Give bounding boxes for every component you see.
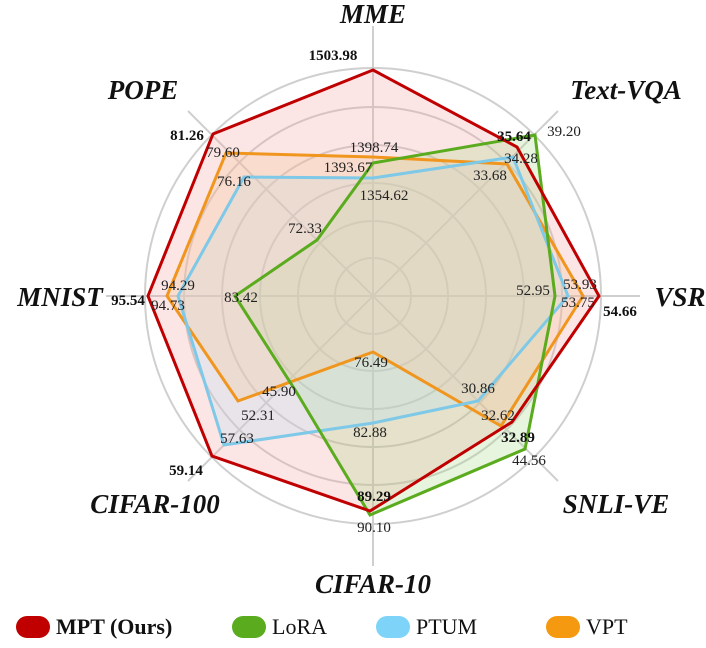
value-label-ptum-pope: 76.16	[217, 174, 251, 190]
legend-swatch-vpt	[546, 616, 580, 638]
legend-item-lora[interactable]: LoRA	[232, 612, 327, 642]
value-label-mpt-mnist: 95.54	[111, 293, 145, 309]
axis-label-cifar10: CIFAR-10	[315, 569, 432, 599]
value-label-lora-cifar10: 90.10	[357, 520, 391, 536]
legend: MPT (Ours) LoRA PTUM VPT	[0, 612, 706, 642]
value-label-lora-mnist: 83.42	[224, 290, 258, 306]
value-label-vpt-vsr: 53.93	[563, 277, 597, 293]
legend-swatch-mpt	[16, 616, 50, 638]
radar-chart: MME Text-VQA VSR SNLI-VE CIFAR-10 CIFAR-…	[16, 0, 705, 599]
series-lora-fill	[235, 135, 555, 515]
spokes	[106, 26, 640, 566]
series-ptum-line	[176, 155, 570, 447]
value-label-mpt-cifar100: 59.14	[169, 463, 203, 479]
value-label-vpt-cifar100: 52.31	[241, 408, 275, 424]
axis-label-mme: MME	[339, 0, 406, 29]
series-vpt-fill	[167, 153, 583, 426]
legend-item-ptum[interactable]: PTUM	[376, 612, 477, 642]
value-label-vpt-mme: 1398.74	[350, 140, 399, 156]
legend-label-vpt: VPT	[586, 614, 628, 639]
value-label-mpt-mme: 1503.98	[309, 48, 358, 64]
legend-swatch-ptum	[376, 616, 410, 638]
legend-label-lora: LoRA	[272, 614, 327, 639]
value-label-lora-mme: 1393.67	[324, 160, 373, 176]
axis-label-vsr: VSR	[654, 282, 705, 312]
series-ptum-fill	[178, 157, 568, 445]
legend-label-mpt: MPT (Ours)	[56, 614, 173, 639]
legend-item-vpt[interactable]: VPT	[546, 612, 628, 642]
value-label-mpt-textvqa: 35.64	[497, 129, 531, 145]
series-lora-line	[232, 133, 557, 517]
value-label-ptum-mnist: 94.29	[161, 278, 195, 294]
value-label-lora-textvqa: 39.20	[547, 124, 581, 140]
value-label-ptum-textvqa: 34.28	[504, 151, 538, 167]
axis-label-cifar100: CIFAR-100	[90, 489, 220, 519]
value-label-ptum-cifar10: 82.88	[353, 425, 387, 441]
value-label-vpt-cifar10: 76.49	[354, 355, 388, 371]
legend-label-ptum: PTUM	[416, 614, 478, 639]
value-label-lora-snlive: 44.56	[512, 453, 546, 469]
series-mpt-fill	[148, 70, 599, 511]
value-label-ptum-mme: 1354.62	[360, 188, 409, 204]
value-label-vpt-snlive: 32.62	[481, 408, 515, 424]
value-label-mpt-snlive: 32.89	[501, 430, 535, 446]
value-label-lora-cifar100: 45.90	[262, 384, 296, 400]
legend-swatch-lora	[232, 616, 266, 638]
value-label-mpt-cifar10: 89.29	[357, 489, 391, 505]
value-label-ptum-vsr: 53.75	[561, 295, 595, 311]
value-label-ptum-cifar100: 57.63	[220, 431, 254, 447]
legend-item-mpt[interactable]: MPT (Ours)	[16, 612, 172, 642]
value-label-lora-pope: 72.33	[288, 221, 322, 237]
value-label-mpt-vsr: 54.66	[603, 304, 637, 320]
axis-label-snlive: SNLI-VE	[563, 489, 670, 519]
value-label-vpt-mnist: 94.73	[151, 298, 185, 314]
value-label-mpt-pope: 81.26	[170, 128, 204, 144]
value-label-vpt-textvqa: 33.68	[473, 168, 507, 184]
value-label-lora-vsr: 52.95	[516, 283, 550, 299]
axis-label-pope: POPE	[107, 75, 179, 105]
value-label-ptum-snlive: 30.86	[461, 381, 495, 397]
value-label-vpt-pope: 79.60	[206, 145, 240, 161]
series-mpt-line	[146, 68, 601, 513]
axis-label-mnist: MNIST	[16, 282, 104, 312]
axis-label-textvqa: Text-VQA	[570, 75, 682, 105]
